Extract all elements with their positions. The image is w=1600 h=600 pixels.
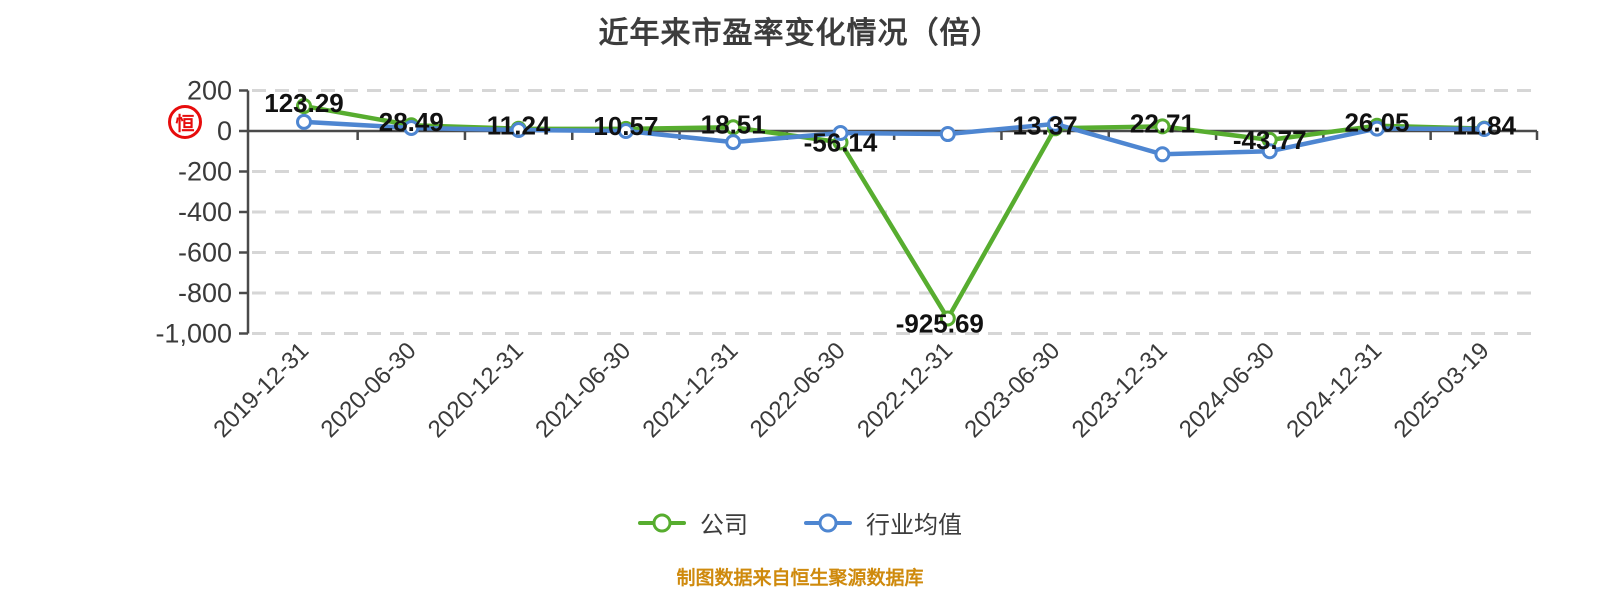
legend-label-industry: 行业均值 xyxy=(866,512,962,539)
data-point-label: 18.51 xyxy=(701,109,766,139)
legend-item-industry[interactable]: 行业均值 xyxy=(804,505,962,540)
legend-label-company: 公司 xyxy=(700,512,748,539)
y-axis-label: -1,000 xyxy=(155,319,232,349)
data-point-label: 11.84 xyxy=(1452,111,1516,141)
x-axis-label: 2025-03-19 xyxy=(1389,337,1495,443)
chart-legend: 公司 行业均值 xyxy=(0,505,1600,540)
x-axis-label: 2024-12-31 xyxy=(1281,337,1387,443)
chart-title: 近年来市盈率变化情况（倍） xyxy=(598,17,1002,50)
industry-series-marker-icon xyxy=(804,513,852,532)
x-axis-label: 2020-12-31 xyxy=(423,337,529,443)
x-axis-label: 2023-06-30 xyxy=(959,337,1065,443)
data-point-label: 26.05 xyxy=(1344,108,1409,138)
x-axis-label: 2023-12-31 xyxy=(1067,337,1173,443)
data-source-note: 制图数据来自恒生聚源数据库 xyxy=(676,568,924,589)
y-axis-label: -800 xyxy=(178,278,232,308)
y-axis-label: 200 xyxy=(187,76,232,106)
data-point-label: 13.37 xyxy=(1013,110,1078,140)
x-axis-label: 2020-06-30 xyxy=(316,337,422,443)
y-axis-label: 0 xyxy=(217,116,232,146)
series-industry xyxy=(296,113,1493,163)
x-axis-label: 2024-06-30 xyxy=(1174,337,1280,443)
x-axis-labels: 2019-12-31 2020-06-30 2020-12-31 2021-06-30… xyxy=(208,337,1494,443)
y-axis-label: -200 xyxy=(178,157,232,187)
y-axis-label: -400 xyxy=(178,197,232,227)
seal-character: 恒 xyxy=(175,113,195,135)
x-axis-label: 2022-12-31 xyxy=(852,337,958,443)
x-axis-label: 2022-06-30 xyxy=(745,337,851,443)
data-point-label: -925.69 xyxy=(896,308,984,338)
data-point-label: -43.77 xyxy=(1233,125,1307,155)
x-axis-label: 2021-12-31 xyxy=(638,337,744,443)
legend-item-company[interactable]: 公司 xyxy=(638,505,748,540)
data-point-label: 123.29 xyxy=(264,88,344,118)
y-axis: 200 0 -200 -400 -600 -800 -1,000 xyxy=(155,76,250,349)
gridlines xyxy=(252,89,1537,335)
y-axis-label: -600 xyxy=(178,238,232,268)
data-point-label: 10.57 xyxy=(593,111,658,141)
data-labels: 123.29 28.49 11.24 10.57 18.51 -56.14 -925.69 1… xyxy=(264,88,1516,338)
data-point-label: 22.71 xyxy=(1130,108,1195,138)
hengsheng-seal-icon: 恒 xyxy=(168,105,202,139)
data-point-label: 11.24 xyxy=(487,111,551,141)
x-axis-label: 2021-06-30 xyxy=(530,337,636,443)
company-series-marker-icon xyxy=(638,513,686,532)
x-axis-label: 2019-12-31 xyxy=(208,337,314,443)
data-point-label: 28.49 xyxy=(379,107,444,137)
data-point-label: -56.14 xyxy=(804,127,878,157)
